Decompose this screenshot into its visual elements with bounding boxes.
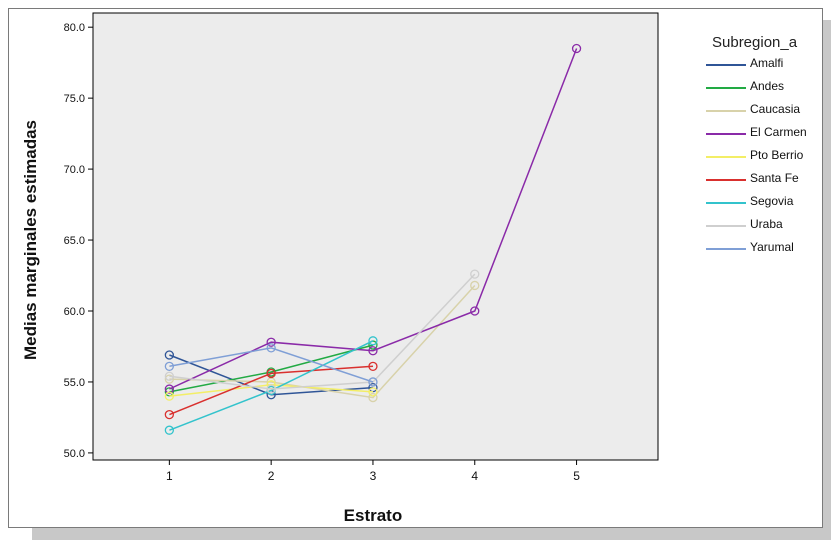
series-line: [169, 347, 374, 383]
data-point: [368, 387, 378, 397]
legend-label: Santa Fe: [750, 171, 799, 185]
legend-label: Yarumal: [750, 240, 794, 254]
legend-swatch: [706, 225, 746, 227]
series-el-carmen: [164, 43, 582, 394]
series-line: [169, 284, 476, 399]
data-point: [470, 306, 480, 316]
plot-area: [92, 12, 659, 461]
legend-item: Caucasia: [706, 101, 821, 124]
legend-label: Uraba: [750, 217, 783, 231]
legend-swatch: [706, 156, 746, 158]
legend-swatch: [706, 87, 746, 89]
legend-swatch: [706, 133, 746, 135]
data-point: [470, 269, 480, 279]
legend-item: Amalfi: [706, 55, 821, 78]
frame-shadow: [32, 528, 831, 540]
legend-label: El Carmen: [750, 125, 807, 139]
legend-item: Uraba: [706, 216, 821, 239]
y-tick-label: 75.0: [64, 93, 85, 105]
y-axis-label: Medias marginales estimadas: [21, 120, 40, 360]
legend-label: Segovia: [750, 194, 794, 208]
data-point: [266, 337, 276, 347]
legend-label: Pto Berrio: [750, 148, 804, 162]
series-line: [169, 344, 374, 393]
legend-swatch: [706, 248, 746, 250]
x-axis: 1 2 3 4 5: [166, 460, 580, 483]
legend-swatch: [706, 110, 746, 112]
legend-swatch: [706, 64, 746, 66]
legend-item: Andes: [706, 78, 821, 101]
y-tick-label: 60.0: [64, 306, 85, 318]
x-tick-label: 1: [166, 469, 173, 483]
legend-swatch: [706, 202, 746, 204]
series-layer: [164, 43, 582, 435]
x-axis-label: Estrato: [344, 506, 403, 525]
x-tick-label: 5: [573, 469, 580, 483]
data-point: [266, 384, 276, 394]
data-point: [266, 368, 276, 379]
x-tick-label: 4: [471, 469, 478, 483]
series-line: [169, 273, 476, 390]
y-axis: 50.0 55.0 60.0 65.0 70.0 75.0 80.0: [64, 22, 93, 460]
data-point: [470, 280, 480, 291]
data-point: [164, 384, 175, 394]
series-andes: [164, 340, 378, 397]
legend-item: Santa Fe: [706, 170, 821, 193]
data-point: [164, 361, 175, 371]
y-tick-label: 65.0: [64, 235, 85, 247]
data-point: [266, 343, 276, 353]
series-yarumal: [164, 343, 378, 387]
data-point: [368, 377, 378, 387]
data-point: [164, 409, 175, 420]
legend-item: Yarumal: [706, 239, 821, 262]
data-point: [164, 391, 175, 401]
y-tick-label: 55.0: [64, 377, 85, 389]
data-point: [571, 43, 582, 54]
data-point: [368, 392, 378, 403]
legend: Subregion_a Amalfi Andes Caucasia El Carmen…: [706, 34, 821, 262]
legend-title: Subregion_a: [712, 34, 798, 51]
legend-swatch: [706, 179, 746, 181]
x-tick-label: 3: [370, 469, 377, 483]
data-point: [368, 336, 378, 346]
data-point: [164, 374, 175, 384]
data-point: [164, 371, 175, 381]
data-point: [164, 350, 175, 360]
y-tick-label: 50.0: [64, 448, 85, 460]
legend-items: Amalfi Andes Caucasia El Carmen Pto Berrio Sa…: [706, 55, 821, 262]
legend-item: Pto Berrio: [706, 147, 821, 170]
series-line: [169, 365, 374, 416]
legend-label: Amalfi: [750, 56, 784, 70]
x-tick-label: 2: [268, 469, 275, 483]
frame-shadow: [823, 20, 831, 540]
legend-label: Andes: [750, 79, 785, 93]
data-point: [164, 425, 175, 435]
legend-item: Segovia: [706, 193, 821, 216]
data-point: [368, 361, 378, 371]
series-line: [169, 48, 578, 390]
data-point: [164, 387, 175, 397]
series-line: [169, 340, 374, 431]
legend-item: El Carmen: [706, 124, 821, 147]
series-santa-fe: [164, 361, 378, 420]
y-tick-label: 70.0: [64, 164, 85, 176]
legend-label: Caucasia: [750, 102, 801, 116]
data-point: [368, 346, 378, 356]
y-tick-label: 80.0: [64, 22, 85, 34]
